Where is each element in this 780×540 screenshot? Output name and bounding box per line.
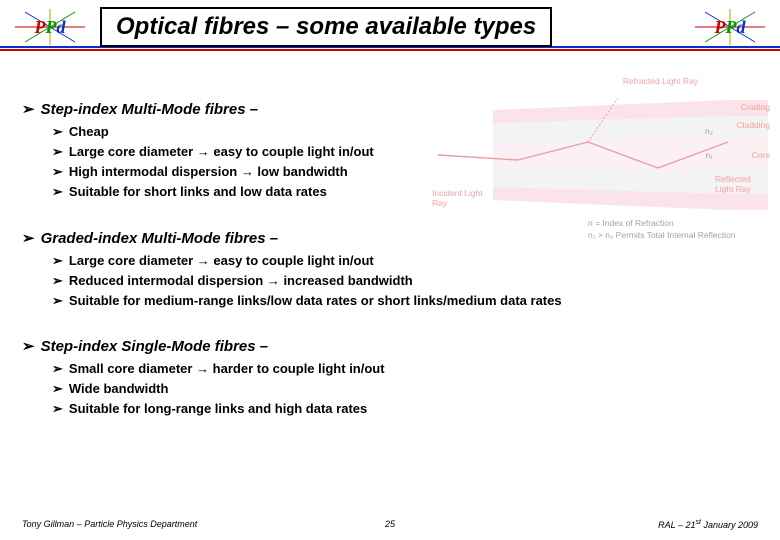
diagram-label-core: Core	[752, 150, 770, 160]
heading-text: Step-index Single-Mode fibres –	[41, 338, 269, 355]
section-heading: ➢ Step-index Single-Mode fibres –	[22, 337, 758, 355]
sub-list: ➢ Large core diameter → easy to couple li…	[52, 251, 758, 311]
diagram-label-coating: Coating	[741, 102, 770, 112]
item-text: Reduced intermodal dispersion → increase…	[69, 273, 413, 288]
item-text: Large core diameter → easy to couple lig…	[69, 253, 374, 268]
logo-right: PPd	[680, 0, 780, 54]
bullet-icon: ➢	[52, 273, 63, 288]
list-item: ➢ Wide bandwidth	[52, 379, 758, 399]
bullet-icon: ➢	[52, 164, 63, 179]
heading-text: Graded-index Multi-Mode fibres –	[41, 230, 279, 247]
item-text: Suitable for short links and low data ra…	[69, 184, 327, 199]
bullet-icon: ➢	[52, 144, 63, 159]
fiber-diagram: Refracted Light Ray Coating Cladding n₂ …	[438, 80, 768, 255]
list-item: ➢ Reduced intermodal dispersion → increas…	[52, 271, 758, 291]
bullet-icon: ➢	[52, 124, 63, 139]
footer-right: RAL – 21st January 2009	[658, 519, 758, 530]
bullet-icon: ➢	[52, 361, 63, 376]
bullet-icon: ➢	[52, 253, 63, 268]
bullet-icon: ➢	[52, 381, 63, 396]
diagram-label-cladding: Cladding	[736, 120, 770, 130]
diagram-label-note1: n = Index of Refraction	[588, 218, 674, 228]
item-text: Wide bandwidth	[69, 381, 169, 396]
logo-text: PPd	[35, 17, 66, 38]
item-text: High intermodal dispersion → low bandwid…	[69, 164, 348, 179]
diagram-label-n2: n₂	[705, 126, 713, 136]
bullet-icon: ➢	[22, 338, 35, 355]
list-item: ➢ Suitable for long-range links and high …	[52, 399, 758, 419]
logo-left: PPd	[0, 0, 100, 54]
slide-title: Optical fibres – some available types	[100, 7, 552, 47]
item-text: Large core diameter → easy to couple lig…	[69, 144, 374, 159]
sub-list: ➢ Small core diameter → harder to couple …	[52, 359, 758, 419]
logo-text: PPd	[715, 17, 746, 38]
item-text: Suitable for medium-range links/low data…	[69, 293, 562, 308]
footer: Tony Gillman – Particle Physics Departme…	[0, 519, 780, 530]
bullet-icon: ➢	[22, 101, 35, 118]
item-text: Cheap	[69, 124, 109, 139]
diagram-label-n1: n₁	[705, 150, 713, 160]
diagram-label-refracted: Refracted Light Ray	[623, 76, 698, 86]
header: PPd Optical fibres – some available type…	[0, 0, 780, 54]
diagram-label-reflected: Reflected Light Ray	[715, 174, 770, 194]
list-item: ➢ Suitable for medium-range links/low dat…	[52, 291, 758, 311]
bullet-icon: ➢	[52, 293, 63, 308]
page-number: 25	[385, 519, 395, 529]
item-text: Suitable for long-range links and high d…	[69, 401, 367, 416]
footer-left: Tony Gillman – Particle Physics Departme…	[22, 519, 197, 530]
heading-text: Step-index Multi-Mode fibres –	[41, 101, 259, 118]
bullet-icon: ➢	[52, 184, 63, 199]
diagram-label-note2: n₁ > n₂ Permits Total Internal Reflectio…	[588, 230, 736, 240]
bullet-icon: ➢	[22, 230, 35, 247]
item-text: Small core diameter → harder to couple l…	[69, 361, 385, 376]
bullet-icon: ➢	[52, 401, 63, 416]
diagram-label-incident: Incident Light Ray	[432, 188, 492, 208]
list-item: ➢ Small core diameter → harder to couple …	[52, 359, 758, 379]
